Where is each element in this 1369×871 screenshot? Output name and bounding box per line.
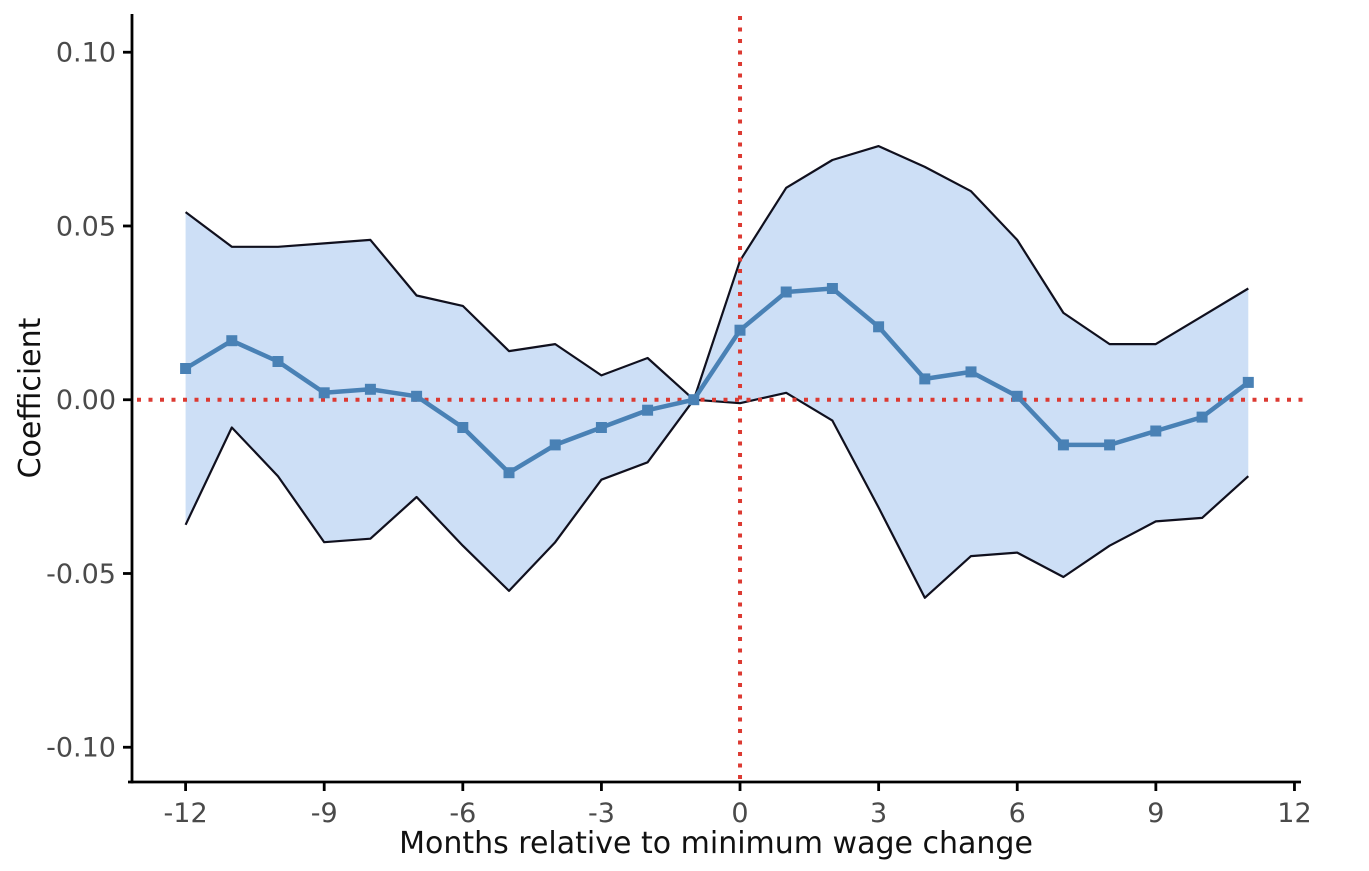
data-point-marker — [503, 467, 515, 479]
x-tick-label: -9 — [311, 798, 338, 829]
data-point-marker — [226, 335, 238, 347]
data-point-marker — [272, 356, 284, 367]
data-point-marker — [595, 422, 607, 433]
y-tick-label: -0.10 — [46, 733, 116, 764]
data-point-marker — [364, 383, 376, 395]
x-tick-label: 0 — [731, 798, 748, 829]
x-tick-label: 12 — [1277, 798, 1311, 829]
x-tick-label: 3 — [870, 798, 887, 829]
x-tick-label: -3 — [588, 798, 615, 829]
data-point-marker — [1011, 390, 1023, 402]
x-tick-label: -6 — [449, 798, 476, 829]
data-point-marker — [642, 404, 654, 416]
x-axis-title: Months relative to minimum wage change — [399, 826, 1033, 861]
data-point-marker — [919, 373, 931, 385]
y-axis-title: Coefficient — [13, 317, 48, 478]
data-point-marker — [457, 422, 469, 433]
data-point-marker — [826, 283, 838, 294]
data-point-marker — [549, 439, 561, 451]
data-point-marker — [1057, 439, 1069, 451]
y-tick-label: -0.05 — [46, 559, 116, 590]
data-point-marker — [318, 387, 330, 399]
data-point-marker — [965, 366, 977, 378]
coefficient-line — [184, 286, 1250, 475]
data-point-marker — [688, 394, 700, 406]
coefficient-series-layer — [180, 283, 1254, 479]
y-tick-label: 0.00 — [56, 385, 116, 416]
y-tick-label: 0.10 — [56, 38, 116, 69]
y-tick-label: 0.05 — [56, 211, 116, 242]
tick-labels-layer: -12 -9 -6 -3 0 3 6 9 12 0.10 0.05 0.00 -0.05 -0.10 — [46, 38, 1312, 829]
data-point-marker — [1242, 376, 1254, 388]
data-point-marker — [780, 286, 792, 298]
confidence-band-lower-edge — [184, 391, 1250, 599]
x-tick-label: 6 — [1009, 798, 1026, 829]
data-point-marker — [873, 321, 885, 333]
data-point-marker — [1196, 411, 1208, 423]
confidence-band-upper-edge — [184, 145, 1249, 401]
axes-layer — [123, 14, 1301, 791]
x-tick-label: -12 — [164, 798, 208, 829]
data-point-marker — [1150, 425, 1162, 437]
x-tick-label: 9 — [1147, 798, 1164, 829]
data-point-marker — [180, 363, 192, 374]
reference-lines-layer — [137, 16, 1306, 782]
data-point-marker — [1104, 439, 1116, 451]
confidence-band — [185, 146, 1249, 598]
data-point-marker — [411, 390, 423, 402]
data-point-marker — [734, 324, 746, 336]
confidence-band-layer — [184, 145, 1250, 599]
